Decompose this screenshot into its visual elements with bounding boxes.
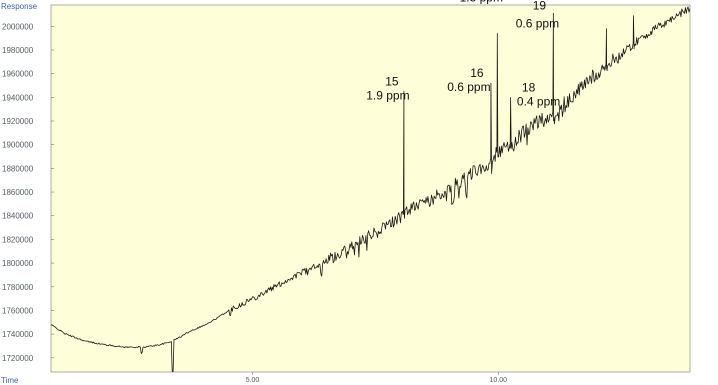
y-tick-label: 1860000 [2,188,34,197]
y-tick-label: 1880000 [2,164,34,173]
y-tick-label: 1900000 [2,141,34,150]
peak-number-label: 16 [470,66,484,80]
x-axis: 5.00 10.00 [246,372,507,384]
y-tick-label: 1840000 [2,212,34,221]
y-axis-title: Response [1,2,38,11]
x-tick-label: 5.00 [246,377,260,384]
y-tick-label: 1980000 [2,46,34,55]
peak-number-label: 19 [533,0,547,12]
peak-concentration-label: 0.6 ppm [447,80,490,94]
peak-concentration-label: 1.5 ppm [460,0,503,4]
plot-area [50,4,691,373]
y-tick-label: 1720000 [2,354,34,363]
peak-number-label: 18 [522,80,536,94]
x-axis-title: Time [1,376,19,385]
y-tick-label: 2000000 [2,22,34,31]
y-axis: 1720000 1740000 1760000 1780000 1800000 18200… [2,22,54,363]
x-tick-label: 10.00 [490,377,508,384]
signal-trace [50,6,691,372]
peak-concentration-label: 1.9 ppm [366,88,409,102]
y-tick-label: 1940000 [2,93,34,102]
y-tick-label: 1800000 [2,259,34,268]
peak-concentration-label: 0.4 ppm [517,94,560,108]
y-tick-label: 1740000 [2,330,34,339]
y-tick-label: 1780000 [2,283,34,292]
peak-number-label: 15 [385,74,399,88]
peak-concentration-label: 0.6 ppm [516,16,559,30]
y-tick-label: 1760000 [2,306,34,315]
y-tick-label: 1960000 [2,70,34,79]
y-tick-label: 1820000 [2,235,34,244]
y-tick-label: 1920000 [2,117,34,126]
